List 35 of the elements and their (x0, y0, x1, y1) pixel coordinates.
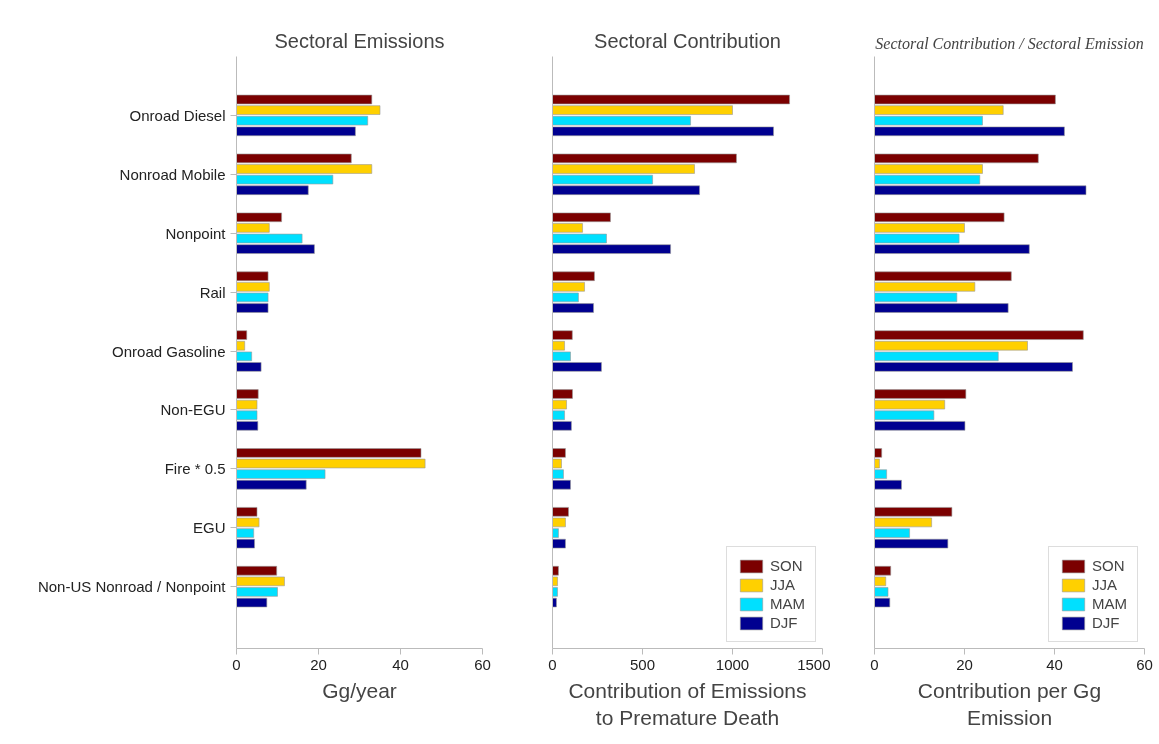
legend-label: SON (1092, 557, 1125, 574)
y-tick-label: Onroad Gasoline (112, 342, 226, 360)
x-tick-label: 40 (392, 655, 409, 673)
chart-title: Sectoral Emissions (274, 29, 445, 52)
legend-label: MAM (770, 595, 805, 612)
x-axis-title: Contribution per Gg Emission (917, 678, 1102, 730)
legend-label: JJA (770, 576, 796, 593)
x-tick-label: 1000 (715, 655, 750, 673)
x-tick-label: 0 (870, 655, 879, 673)
chart-title: Sectoral Contribution / Sectoral Emission (875, 34, 1144, 52)
x-tick-label: 20 (310, 655, 327, 673)
legend-label: MAM (1092, 595, 1127, 612)
x-axis-title: Contribution of Emissions to Premature Death (568, 678, 807, 730)
y-tick-label: Fire * 0.5 (164, 460, 226, 478)
x-tick-label: 60 (1136, 655, 1153, 673)
x-tick-label: 0 (548, 655, 557, 673)
legend-label: DJF (770, 614, 798, 631)
x-tick-label: 20 (956, 655, 973, 673)
y-tick-label: EGU (193, 519, 226, 537)
chart-title: Sectoral Contribution (594, 29, 781, 52)
x-tick-label: 0 (232, 655, 241, 673)
y-tick-label: Non-US Nonroad / Nonpoint (37, 578, 227, 596)
legend-label: DJF (1092, 614, 1120, 631)
y-tick-label: Nonpoint (165, 224, 227, 242)
y-tick-label: Nonroad Mobile (119, 165, 226, 183)
x-tick-label: 40 (1046, 655, 1063, 673)
x-tick-label: 500 (629, 655, 656, 673)
x-axis-title: Gg/year (322, 678, 397, 702)
legend-label: JJA (1092, 576, 1118, 593)
x-tick-label: 60 (474, 655, 491, 673)
legend-label: SON (770, 557, 803, 574)
y-tick-label: Onroad Diesel (129, 106, 226, 124)
y-tick-label: Non-EGU (160, 401, 226, 419)
y-tick-label: Rail (199, 283, 226, 301)
x-tick-label: 1500 (797, 655, 831, 673)
